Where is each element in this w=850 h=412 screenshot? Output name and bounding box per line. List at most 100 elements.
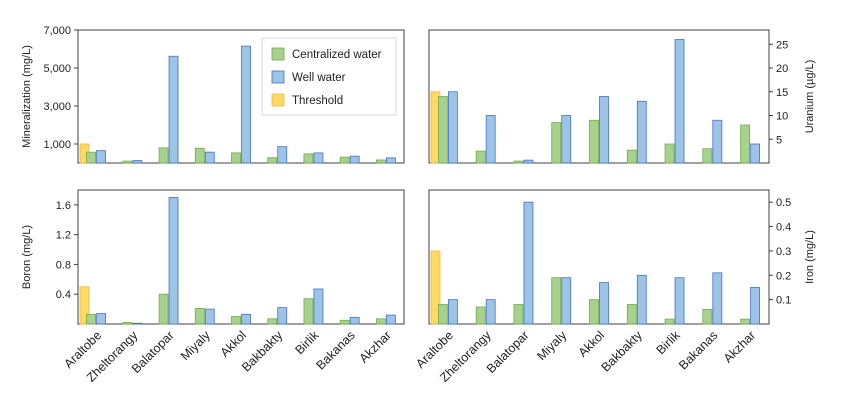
bar-well-water	[636, 100, 647, 164]
y-tick-label: 0.2	[776, 270, 791, 282]
bar-centralized-water	[513, 160, 524, 164]
bar-well-water	[349, 316, 360, 325]
y-axis-label: Boron (mg/L)	[21, 225, 33, 289]
bar-centralized-water	[664, 318, 675, 325]
bar-well-water	[132, 160, 143, 164]
bar-centralized-water	[626, 149, 637, 164]
y-tick-label: 0.3	[776, 246, 791, 258]
plot-frame	[77, 189, 405, 325]
category-label: Akzhar	[721, 328, 758, 365]
bar-well-water	[241, 313, 251, 325]
category-label: Akkol	[576, 328, 608, 360]
category-label: Akzhar	[357, 328, 394, 365]
y-tick-label: 0.4	[776, 222, 791, 234]
y-tick-label: 25	[776, 39, 788, 51]
bar-well-water	[750, 287, 761, 325]
bar-centralized-water	[589, 119, 599, 164]
y-tick-label: 0.4	[56, 289, 71, 301]
plot-frame	[428, 29, 770, 164]
bar-centralized-water	[513, 304, 524, 325]
legend: Centralized water Well water Threshold	[261, 37, 397, 116]
bar-centralized-water	[122, 160, 133, 164]
bar-well-water	[277, 307, 288, 325]
bar-well-water	[313, 288, 324, 325]
y-tick-label: 0.1	[776, 295, 791, 307]
y-tick-label: 15	[776, 87, 788, 99]
y-tick-label: 20	[776, 63, 788, 75]
category-label: Miyaly	[178, 328, 213, 363]
legend-label-well: Well water	[292, 72, 346, 84]
bar-centralized-water	[589, 299, 599, 325]
bar-well-water	[712, 272, 723, 325]
bar-centralized-water	[475, 306, 486, 325]
category-label: Bakanas	[313, 328, 357, 372]
bar-centralized-water	[375, 159, 386, 164]
bar-well-water	[168, 55, 179, 164]
category-label: Bakbakty	[599, 328, 646, 375]
y-axis-label: Mineralization (mg/L)	[21, 45, 33, 148]
bar-centralized-water	[551, 122, 562, 164]
bar-well-water	[132, 322, 143, 325]
bar-well-water	[712, 119, 723, 164]
bar-centralized-water	[194, 147, 205, 164]
bar-centralized-water	[702, 148, 713, 164]
bar-centralized-water	[86, 313, 97, 325]
bar-well-water	[204, 151, 215, 164]
y-tick-label: 5,000	[43, 63, 71, 75]
y-tick-label: 5	[776, 134, 782, 146]
bar-centralized-water	[303, 298, 314, 325]
y-tick-label: 1.2	[56, 230, 71, 242]
bar-centralized-water	[664, 143, 675, 164]
bar-well-water	[385, 314, 396, 325]
bar-centralized-water	[437, 96, 448, 164]
category-label: Birlik	[654, 328, 684, 358]
bar-well-water	[96, 313, 107, 325]
y-axis-label: Iron (mg/L)	[804, 230, 816, 284]
panel-top-left: 1,000 3,000 5,000 7,000 Mineralization (mg/L…	[21, 25, 405, 164]
bar-well-water	[674, 277, 685, 325]
bar-centralized-water	[375, 318, 386, 325]
bar-well-water	[204, 308, 215, 325]
bar-well-water	[523, 159, 534, 164]
threshold-bar	[430, 250, 441, 325]
bar-well-water	[674, 39, 685, 164]
bar-centralized-water	[194, 307, 205, 325]
bar-well-water	[485, 299, 496, 325]
y-tick-label: 1.6	[56, 200, 71, 212]
bar-centralized-water	[626, 304, 637, 325]
plot-frame	[428, 189, 770, 325]
bar-well-water	[168, 197, 179, 325]
bar-centralized-water	[740, 124, 751, 164]
bar-well-water	[447, 91, 458, 164]
bar-centralized-water	[231, 152, 241, 164]
y-tick-label: 7,000	[43, 25, 71, 37]
category-label: Akkol	[218, 328, 250, 360]
bar-well-water	[96, 150, 107, 164]
threshold-bar	[79, 286, 90, 325]
category-label: Birlik	[293, 328, 323, 358]
panel-top-right: 5 10 15 20 25 Uranium (µg/L)	[428, 29, 816, 164]
bar-well-water	[599, 96, 609, 164]
legend-swatch-well	[271, 70, 285, 84]
bar-centralized-water	[339, 319, 350, 325]
bar-centralized-water	[267, 157, 278, 164]
bar-well-water	[385, 157, 396, 164]
bar-well-water	[313, 152, 324, 164]
bar-well-water	[750, 143, 761, 164]
bar-well-water	[241, 45, 251, 164]
bar-centralized-water	[267, 318, 278, 325]
bar-well-water	[561, 115, 572, 164]
bar-well-water	[523, 201, 534, 325]
bar-centralized-water	[86, 151, 97, 164]
y-tick-label: 10	[776, 111, 788, 123]
y-tick-label: 0.8	[56, 259, 71, 271]
bar-well-water	[447, 299, 458, 325]
plot-frame	[77, 29, 405, 164]
bar-centralized-water	[551, 277, 562, 325]
bar-centralized-water	[231, 316, 241, 325]
bar-centralized-water	[158, 147, 169, 164]
bar-well-water	[349, 155, 360, 164]
legend-label-centralized: Centralized water	[292, 49, 382, 61]
y-axis-label: Uranium (µg/L)	[804, 60, 816, 134]
